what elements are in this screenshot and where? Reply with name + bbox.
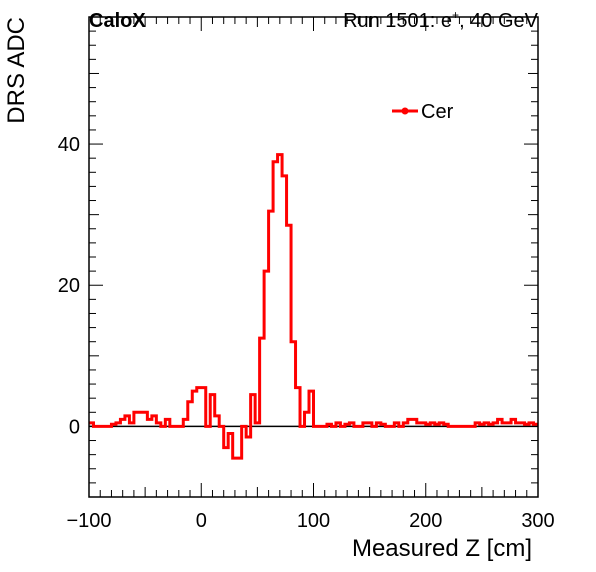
x-tick-label: −100 <box>66 510 111 532</box>
legend-marker-cer <box>401 107 409 115</box>
y-tick-label: 20 <box>58 275 80 297</box>
run-info-suffix: , 40 GeV <box>459 10 539 32</box>
run-info: Run 1501: e+, 40 GeV <box>343 8 539 32</box>
plot-frame <box>88 16 539 498</box>
run-info-superscript: + <box>452 8 459 22</box>
legend: Cer <box>392 101 454 123</box>
x-tick-label: 200 <box>409 510 442 532</box>
x-tick-label: 0 <box>196 510 207 532</box>
y-axis-label: DRS ADC <box>3 17 30 124</box>
experiment-title: CaloX <box>89 10 146 32</box>
y-tick-label: 0 <box>69 416 80 438</box>
legend-label-cer: Cer <box>421 101 454 123</box>
x-tick-label: 300 <box>521 510 554 532</box>
run-info-prefix: Run 1501: e <box>343 10 452 32</box>
y-tick-label: 40 <box>58 134 80 156</box>
x-axis-label: Measured Z [cm] <box>352 535 532 562</box>
series-cer-histogram <box>89 153 538 460</box>
x-tick-label: 100 <box>297 510 330 532</box>
